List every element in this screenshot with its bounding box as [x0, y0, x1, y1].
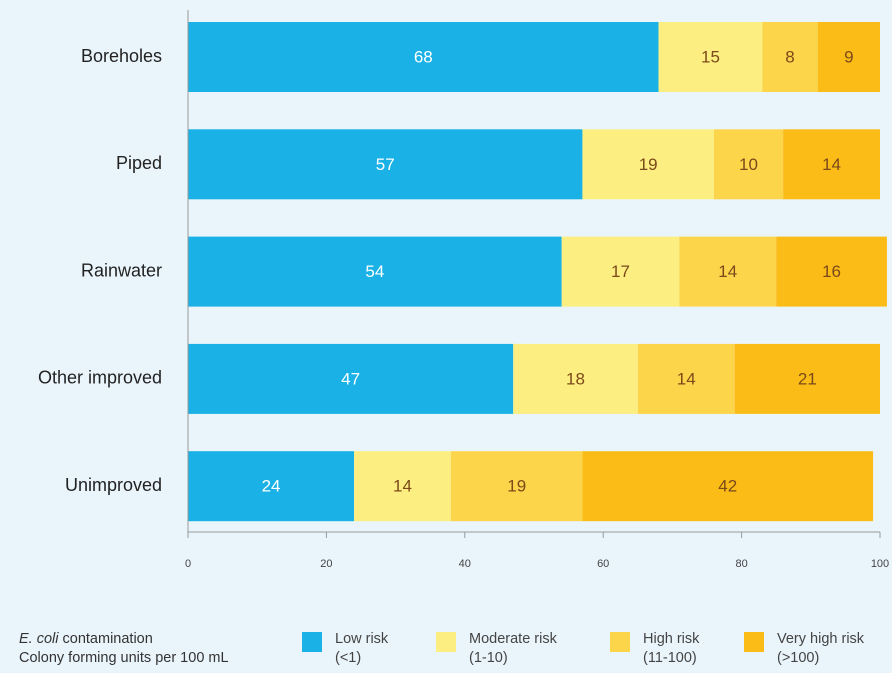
- data-label-unimproved-moderate-risk: 14: [393, 477, 412, 496]
- legend-label-name: Very high risk: [777, 631, 865, 647]
- data-label-rainwater-very-high-risk: 16: [822, 262, 841, 281]
- legend-label-range: (<1): [335, 650, 362, 666]
- legend-label-range: (1-10): [469, 650, 508, 666]
- bar-segment-piped-moderate-risk: [582, 129, 714, 200]
- data-label-boreholes-moderate-risk: 15: [701, 47, 720, 66]
- data-label-rainwater-low-risk: 54: [365, 262, 384, 281]
- legend-label-name: High risk: [643, 631, 700, 647]
- bar-segment-other-improved-low-risk: [188, 343, 514, 414]
- bar-segment-piped-low-risk: [188, 129, 583, 200]
- data-label-piped-high-risk: 10: [739, 155, 758, 174]
- legend-subtitle: Colony forming units per 100 mL: [19, 650, 229, 666]
- data-label-rainwater-moderate-risk: 17: [611, 262, 630, 281]
- legend-label-range: (>100): [777, 650, 820, 666]
- bar-segment-boreholes-low-risk: [188, 22, 659, 92]
- data-label-boreholes-low-risk: 68: [414, 47, 433, 66]
- bar-segment-rainwater-high-risk: [679, 236, 777, 307]
- category-label-rainwater: Rainwater: [81, 260, 162, 280]
- bars-layer: 68 15 8 9 57 19 10 14 54 17 14 16 47 18 14 21 24 14 19 42: [188, 22, 887, 522]
- bar-segment-boreholes-very-high-risk: [817, 22, 880, 92]
- legend-title: E. coli contamination Colony forming uni…: [19, 630, 229, 668]
- x-tick-label-20: 20: [320, 558, 332, 570]
- bar-segment-unimproved-high-risk: [450, 451, 583, 522]
- bar-segment-other-improved-very-high-risk: [734, 343, 880, 414]
- bar-segment-boreholes-high-risk: [762, 22, 818, 92]
- legend-title-rest: contamination: [58, 631, 153, 647]
- category-labels: Boreholes Piped Rainwater Other improved Uni…: [38, 46, 162, 495]
- category-label-boreholes: Boreholes: [81, 46, 162, 66]
- bar-segment-unimproved-moderate-risk: [354, 451, 451, 522]
- data-label-piped-low-risk: 57: [376, 155, 395, 174]
- data-label-other-improved-moderate-risk: 18: [566, 369, 585, 388]
- bar-segment-rainwater-moderate-risk: [561, 236, 680, 307]
- data-label-unimproved-very-high-risk: 42: [718, 477, 737, 496]
- bar-segment-piped-high-risk: [713, 129, 784, 200]
- bar-segment-rainwater-low-risk: [188, 236, 562, 307]
- data-label-boreholes-high-risk: 8: [785, 47, 794, 66]
- legend-swatch: [610, 632, 630, 652]
- data-label-other-improved-very-high-risk: 21: [798, 369, 817, 388]
- data-label-other-improved-high-risk: 14: [677, 369, 696, 388]
- x-tick-label-40: 40: [459, 558, 471, 570]
- category-label-unimproved: Unimproved: [65, 475, 162, 495]
- legend-swatch: [744, 632, 764, 652]
- legend-label-range: (11-100): [643, 650, 697, 666]
- legend-label: Low risk (<1): [335, 630, 388, 668]
- legend-title-organism: E. coli: [19, 631, 59, 647]
- x-tick-label-0: 0: [185, 558, 191, 570]
- bar-segment-other-improved-high-risk: [637, 343, 735, 414]
- x-tick-label-80: 80: [735, 558, 747, 570]
- legend: E. coli contamination Colony forming uni…: [0, 630, 892, 673]
- legend-label: Moderate risk (1-10): [469, 630, 557, 668]
- legend-swatch: [436, 632, 456, 652]
- legend-swatch: [302, 632, 322, 652]
- data-label-other-improved-low-risk: 47: [341, 369, 360, 388]
- bar-segment-rainwater-very-high-risk: [776, 236, 887, 307]
- bar-segment-other-improved-moderate-risk: [513, 343, 638, 414]
- data-label-boreholes-very-high-risk: 9: [844, 47, 853, 66]
- legend-label-name: Moderate risk: [469, 631, 557, 647]
- data-label-piped-very-high-risk: 14: [822, 155, 841, 174]
- bar-segment-piped-very-high-risk: [783, 129, 880, 200]
- bar-segment-unimproved-low-risk: [188, 451, 355, 522]
- data-label-rainwater-high-risk: 14: [718, 262, 737, 281]
- data-label-unimproved-high-risk: 19: [507, 477, 526, 496]
- bar-segment-unimproved-very-high-risk: [582, 451, 874, 522]
- x-tick-label-60: 60: [597, 558, 609, 570]
- stacked-bar-chart: 68 15 8 9 57 19 10 14 54 17 14 16 47 18 14 21 24 14 19 42 0…: [38, 10, 889, 570]
- category-label-other-improved: Other improved: [38, 368, 162, 388]
- x-tick-label-100: 100: [871, 558, 889, 570]
- bar-segment-boreholes-moderate-risk: [658, 22, 763, 92]
- legend-label: Very high risk (>100): [777, 630, 864, 668]
- category-label-piped: Piped: [116, 153, 162, 173]
- data-label-unimproved-low-risk: 24: [262, 477, 281, 496]
- legend-label: High risk (11-100): [643, 630, 699, 668]
- x-axis-ticks: 0 20 40 60 80 100: [185, 532, 889, 570]
- data-label-piped-moderate-risk: 19: [639, 155, 658, 174]
- legend-label-name: Low risk: [335, 631, 389, 647]
